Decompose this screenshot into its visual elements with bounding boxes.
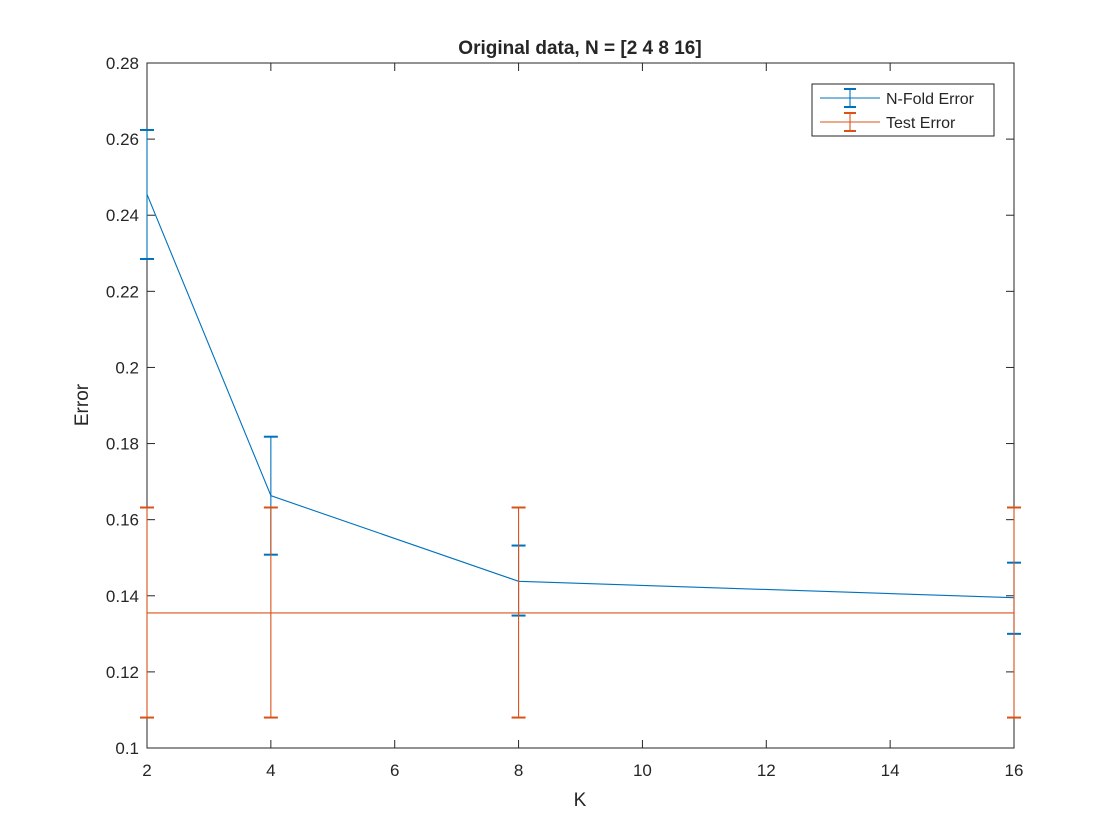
x-tick-label: 16 bbox=[1005, 761, 1024, 780]
chart-title: Original data, N = [2 4 8 16] bbox=[458, 38, 701, 59]
error-bar bbox=[263, 506, 278, 719]
y-tick-label: 0.28 bbox=[106, 54, 139, 73]
x-tick-label: 10 bbox=[633, 761, 652, 780]
legend-box bbox=[811, 83, 995, 137]
y-tick-label: 0.1 bbox=[115, 739, 139, 758]
error-bar bbox=[1007, 506, 1021, 719]
x-tick-label: 4 bbox=[266, 761, 275, 780]
x-tick-label: 8 bbox=[514, 761, 523, 780]
y-tick-label: 0.14 bbox=[106, 587, 139, 606]
error-bar bbox=[140, 506, 154, 719]
error-bar bbox=[511, 506, 526, 719]
legend-item: Test Error bbox=[820, 112, 956, 132]
y-tick-label: 0.12 bbox=[106, 663, 139, 682]
x-axis-label: K bbox=[574, 790, 587, 811]
legend-label: N-Fold Error bbox=[886, 91, 975, 108]
axes-box bbox=[146, 62, 1015, 749]
x-tick-label: 12 bbox=[757, 761, 776, 780]
series-1 bbox=[140, 506, 1021, 719]
series-line bbox=[146, 194, 1015, 599]
legend: N-Fold Error Test Error bbox=[811, 83, 995, 137]
plot-area bbox=[146, 62, 1015, 749]
y-axis-label: Error bbox=[72, 383, 93, 426]
series-layer bbox=[140, 128, 1021, 719]
error-bar bbox=[140, 128, 154, 260]
x-tick-label: 6 bbox=[390, 761, 399, 780]
x-tick-label: 14 bbox=[881, 761, 900, 780]
y-tick-label: 0.16 bbox=[106, 511, 139, 530]
legend-label: Test Error bbox=[886, 115, 956, 132]
legend-item: N-Fold Error bbox=[820, 88, 975, 108]
y-tick-label: 0.24 bbox=[106, 206, 139, 225]
y-axis-ticks: 0.1 0.12 0.14 0.16 0.18 0.2 0.22 0.24 0.26 0.28 bbox=[106, 54, 1014, 758]
y-tick-label: 0.18 bbox=[106, 435, 139, 454]
x-axis-ticks: 2 4 6 8 10 12 14 16 bbox=[142, 63, 1023, 780]
x-tick-label: 2 bbox=[142, 761, 151, 780]
y-tick-label: 0.22 bbox=[106, 282, 139, 301]
y-tick-label: 0.2 bbox=[115, 358, 139, 377]
y-tick-label: 0.26 bbox=[106, 130, 139, 149]
